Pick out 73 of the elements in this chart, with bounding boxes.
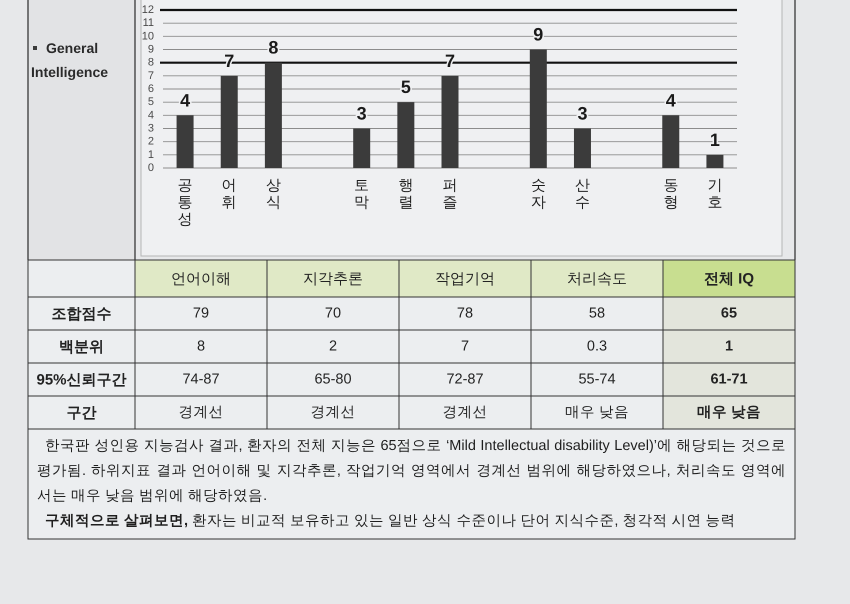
bar — [442, 76, 458, 168]
bar — [353, 128, 370, 168]
y-tick-label: 6 — [148, 83, 154, 95]
category-label: 조합점수 — [52, 305, 112, 322]
y-tick-label: 0 — [148, 162, 154, 174]
y-tick-label: 5 — [148, 96, 154, 108]
data-label: 5 — [400, 77, 411, 98]
x-tick-label: 상식 — [266, 177, 281, 211]
x-tick-label: 퍼즐 — [442, 177, 458, 211]
category-label: 처리속도 — [567, 270, 627, 287]
text: 70 — [324, 306, 342, 322]
text: 65-80 — [314, 372, 352, 388]
y-tick-label: 2 — [148, 136, 154, 148]
text: 79 — [192, 306, 210, 322]
text: 78 — [456, 306, 474, 322]
text: 경계선 — [442, 404, 488, 420]
category-label: 백분위 — [59, 338, 104, 355]
y-tick-label: 10 — [142, 30, 154, 42]
y-tick-label: 8 — [148, 56, 154, 69]
text: 7 — [460, 338, 470, 354]
category-label: 전체 IQ — [704, 270, 754, 287]
data-label: 4 — [180, 90, 190, 110]
text: 72-87 — [446, 372, 484, 388]
y-tick-label: 1 — [148, 148, 154, 161]
y-tick-label: 4 — [148, 109, 154, 122]
category-label: 작업기억 — [435, 270, 495, 287]
text: 구체적으로 살펴보면, 환자는 비교적 보유하고 있는 일반 상식 수준이나 단어 지식수준, 청각적 시연 능력 — [44, 512, 736, 531]
x-tick-label: 어휘 — [222, 177, 237, 211]
bar — [264, 62, 282, 168]
x-tick-label: 토막 — [354, 177, 370, 211]
text: 55-74 — [578, 372, 616, 388]
legend-label: General Intelligence — [31, 40, 108, 80]
text: 58 — [588, 306, 606, 322]
text: 0.3 — [586, 338, 608, 354]
text: 매우 낮음 — [564, 404, 630, 420]
y-tick-label: 7 — [148, 70, 154, 82]
bar — [706, 154, 724, 168]
y-tick-label: 3 — [148, 122, 154, 134]
x-tick-label: 기호 — [707, 177, 722, 211]
bar — [574, 128, 591, 168]
data-label: 3 — [356, 104, 367, 124]
data-label: 4 — [666, 90, 676, 110]
data-label: 1 — [710, 130, 720, 150]
y-tick-label: 12 — [142, 4, 154, 16]
x-tick-label: 숫자 — [530, 177, 546, 211]
text: 65 — [720, 306, 738, 322]
x-tick-label: 행렬 — [398, 177, 414, 211]
y-tick-label: 9 — [148, 44, 154, 56]
text: 61-71 — [710, 372, 748, 388]
category-label: 구간 — [66, 404, 96, 421]
text: 74-87 — [182, 372, 220, 388]
text: 경계선 — [178, 404, 224, 420]
category-label: 지각추론 — [303, 270, 363, 287]
data-label: 3 — [577, 104, 588, 124]
bar — [397, 102, 414, 168]
data-label: 9 — [533, 24, 544, 44]
x-tick-label: 동형 — [663, 177, 678, 211]
category-label: 언어이해 — [171, 270, 231, 287]
bar — [530, 50, 547, 168]
text: 2 — [328, 338, 338, 354]
text: 매우 낮음 — [696, 404, 762, 420]
text: 8 — [196, 338, 206, 354]
x-tick-label: 산수 — [574, 177, 590, 211]
text: 한국판 성인용 지능검사 결과, 환자의 전체 지능은 65점으로 ‘Mild Intellectual disability Level)’에 해당되는 것으로 평가됨. 하위지표 결과 언어이해 및 지각추론, 작업기억 영역에서 경계선 범위에 해당하였으나, 처리속도 영역에서는 매우 낮음 범위에 해당하였음. — [37, 437, 786, 506]
text: 경계선 — [310, 404, 356, 420]
bar — [176, 115, 194, 168]
y-tick-label: 11 — [142, 17, 154, 30]
data-label: 8 — [268, 38, 278, 58]
x-tick-label: 공통성 — [178, 177, 193, 228]
category-label: 95%신뢰구간 — [36, 371, 127, 388]
bar — [220, 76, 238, 168]
bar — [662, 115, 680, 168]
text: 1 — [724, 338, 734, 354]
